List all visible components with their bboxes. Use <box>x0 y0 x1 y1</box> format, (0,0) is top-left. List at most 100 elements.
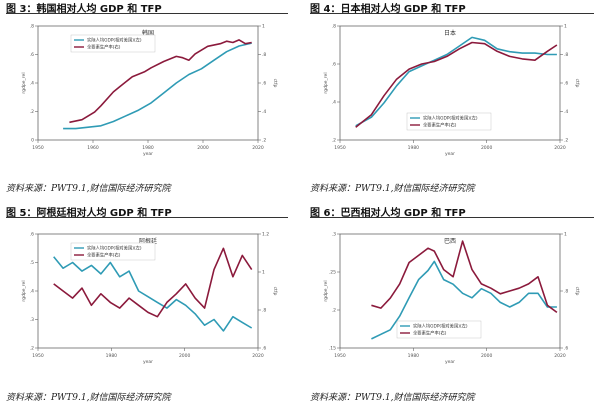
y2-tick-label: 1 <box>564 24 567 30</box>
y-tick-label: .5 <box>30 260 34 266</box>
y2-tick-label: .4 <box>262 109 266 115</box>
y2-tick-label: .8 <box>564 52 568 58</box>
x-tick-label: 2020 <box>252 353 264 359</box>
y-tick-label: .2 <box>332 138 336 144</box>
x-tick-label: 1980 <box>408 353 420 359</box>
figure-5-rule <box>6 217 288 218</box>
y-tick-label: .25 <box>329 270 336 276</box>
y-tick-label: .4 <box>332 100 336 106</box>
y-tick-label: .6 <box>30 232 34 238</box>
chart-title: 阿根廷 <box>139 237 157 245</box>
x-tick-label: 1980 <box>408 145 420 151</box>
y-tick-label: .3 <box>332 232 336 238</box>
chart-korea: 韩国 1950 1960 1980 2000 2020 year 0 .2 .4 .6 .8 rgdpe… <box>21 24 278 157</box>
figure-6-rule <box>310 217 594 218</box>
y2-tick-label: .2 <box>262 138 266 144</box>
legend-box <box>396 320 482 339</box>
y-tick-label: .6 <box>30 52 34 58</box>
chart-argentina: 阿根廷 1950 1980 2000 2020 year .2 .3 .4 .5 .6 rgdpe_r… <box>21 232 278 365</box>
legend-label-gdp: 实际人均GDP(相对美国)(左) <box>423 115 478 122</box>
y-tick-label: .8 <box>332 24 336 30</box>
y2-axis-label: ctfp <box>574 287 580 296</box>
legend-label-tfp: 全要素生产率(右) <box>87 252 121 259</box>
figure-5-title: 图 5：阿根廷相对人均 GDP 和 TFP <box>6 208 172 219</box>
y-tick-label: .2 <box>30 346 34 352</box>
y2-tick-label: 1 <box>262 270 265 276</box>
series-line-tfp <box>371 240 558 314</box>
legend-box <box>406 112 492 131</box>
legend-box <box>70 242 156 261</box>
y2-tick-label: .4 <box>564 109 568 115</box>
series-line-tfp <box>69 39 252 124</box>
y-tick-label: .6 <box>332 62 336 68</box>
legend-label-tfp: 全要素生产率(右) <box>423 122 457 129</box>
y-tick-label: .2 <box>30 109 34 115</box>
figure-6-source: 资料来源：PWT9.1,财信国际经济研究院 <box>310 393 475 403</box>
x-tick-label: 1960 <box>87 145 99 151</box>
legend-box <box>70 34 156 53</box>
series-line-tfp <box>53 247 253 318</box>
y2-tick-label: .6 <box>564 346 568 352</box>
legend-label-tfp: 全要素生产率(右) <box>413 330 447 337</box>
y2-tick-label: .2 <box>564 138 568 144</box>
figure-4-source: 资料来源：PWT9.1,财信国际经济研究院 <box>310 184 475 194</box>
legend-label-gdp: 实际人均GDP(相对美国)(左) <box>413 323 468 330</box>
y2-axis-label: ctfp <box>272 287 278 296</box>
x-tick-label: 2000 <box>197 145 209 151</box>
y-tick-label: .8 <box>30 24 34 30</box>
x-tick-label: 2020 <box>554 353 566 359</box>
y-tick-label: .4 <box>30 81 34 87</box>
series-line-gdp <box>53 256 253 332</box>
x-tick-label: 1980 <box>106 353 118 359</box>
x-tick-label: 2000 <box>481 145 493 151</box>
x-tick-label: 1950 <box>32 353 44 359</box>
y2-tick-label: .8 <box>262 308 266 314</box>
x-axis-label: year <box>143 359 153 364</box>
x-axis-label: year <box>445 151 455 156</box>
figure-4-rule <box>310 13 594 14</box>
figure-6-title: 图 6：巴西相对人均 GDP 和 TFP <box>310 208 466 219</box>
y2-tick-label: .6 <box>262 81 266 87</box>
series-line-gdp <box>371 260 557 340</box>
y-tick-label: .4 <box>30 289 34 295</box>
figure-3-source: 资料来源：PWT9.1,财信国际经济研究院 <box>6 184 171 194</box>
y-tick-label: .15 <box>329 346 336 352</box>
x-tick-label: 1950 <box>334 145 346 151</box>
legend-label-tfp: 全要素生产率(右) <box>87 44 121 51</box>
y2-axis-label: ctfp <box>272 79 278 88</box>
chart-brazil: 巴西 1950 1980 2000 2020 year .15 .2 .25 .3 rgdpe_re… <box>323 232 580 365</box>
x-tick-label: 1950 <box>334 353 346 359</box>
y2-tick-label: .6 <box>564 81 568 87</box>
x-axis-label: year <box>143 151 153 156</box>
chart-title: 韩国 <box>142 29 154 37</box>
figure-3-rule <box>6 13 288 14</box>
y-axis-label: rgdpe_rel <box>323 72 329 93</box>
x-tick-label: 2020 <box>554 145 566 151</box>
legend-label-gdp: 实际人均GDP(相对美国)(左) <box>87 245 142 252</box>
y2-axis-label: ctfp <box>574 79 580 88</box>
chart-japan: 日本 1950 1980 2000 2020 year .2 .4 .6 .8 rgdpe_rel.… <box>323 24 580 157</box>
series-line-gdp <box>63 42 252 130</box>
series-line-tfp <box>355 41 558 128</box>
y2-tick-label: .6 <box>262 346 266 352</box>
y-axis-label: rgdpe_rel <box>21 280 27 301</box>
x-tick-label: 1950 <box>32 145 44 151</box>
y-tick-label: .2 <box>332 308 336 314</box>
y2-tick-label: 1.2 <box>262 232 269 238</box>
y-tick-label: 0 <box>31 138 34 144</box>
series-line-gdp <box>355 36 557 127</box>
y-axis-label: rgdpe_rel <box>323 280 329 301</box>
chart-title: 日本 <box>444 29 456 37</box>
y2-tick-label: .8 <box>564 289 568 295</box>
figure-4-title: 图 4：日本相对人均 GDP 和 TFP <box>310 4 466 15</box>
x-tick-label: 1980 <box>142 145 154 151</box>
chart-title: 巴西 <box>444 238 456 245</box>
x-tick-label: 2000 <box>481 353 493 359</box>
x-tick-label: 2000 <box>179 353 191 359</box>
y-axis-label: rgdpe_rel <box>21 72 27 93</box>
x-axis-label: year <box>445 359 455 364</box>
x-tick-label: 2020 <box>252 145 264 151</box>
figure-5-source: 资料来源：PWT9.1,财信国际经济研究院 <box>6 393 171 403</box>
y2-tick-label: .8 <box>262 52 266 58</box>
y2-tick-label: 1 <box>564 232 567 238</box>
